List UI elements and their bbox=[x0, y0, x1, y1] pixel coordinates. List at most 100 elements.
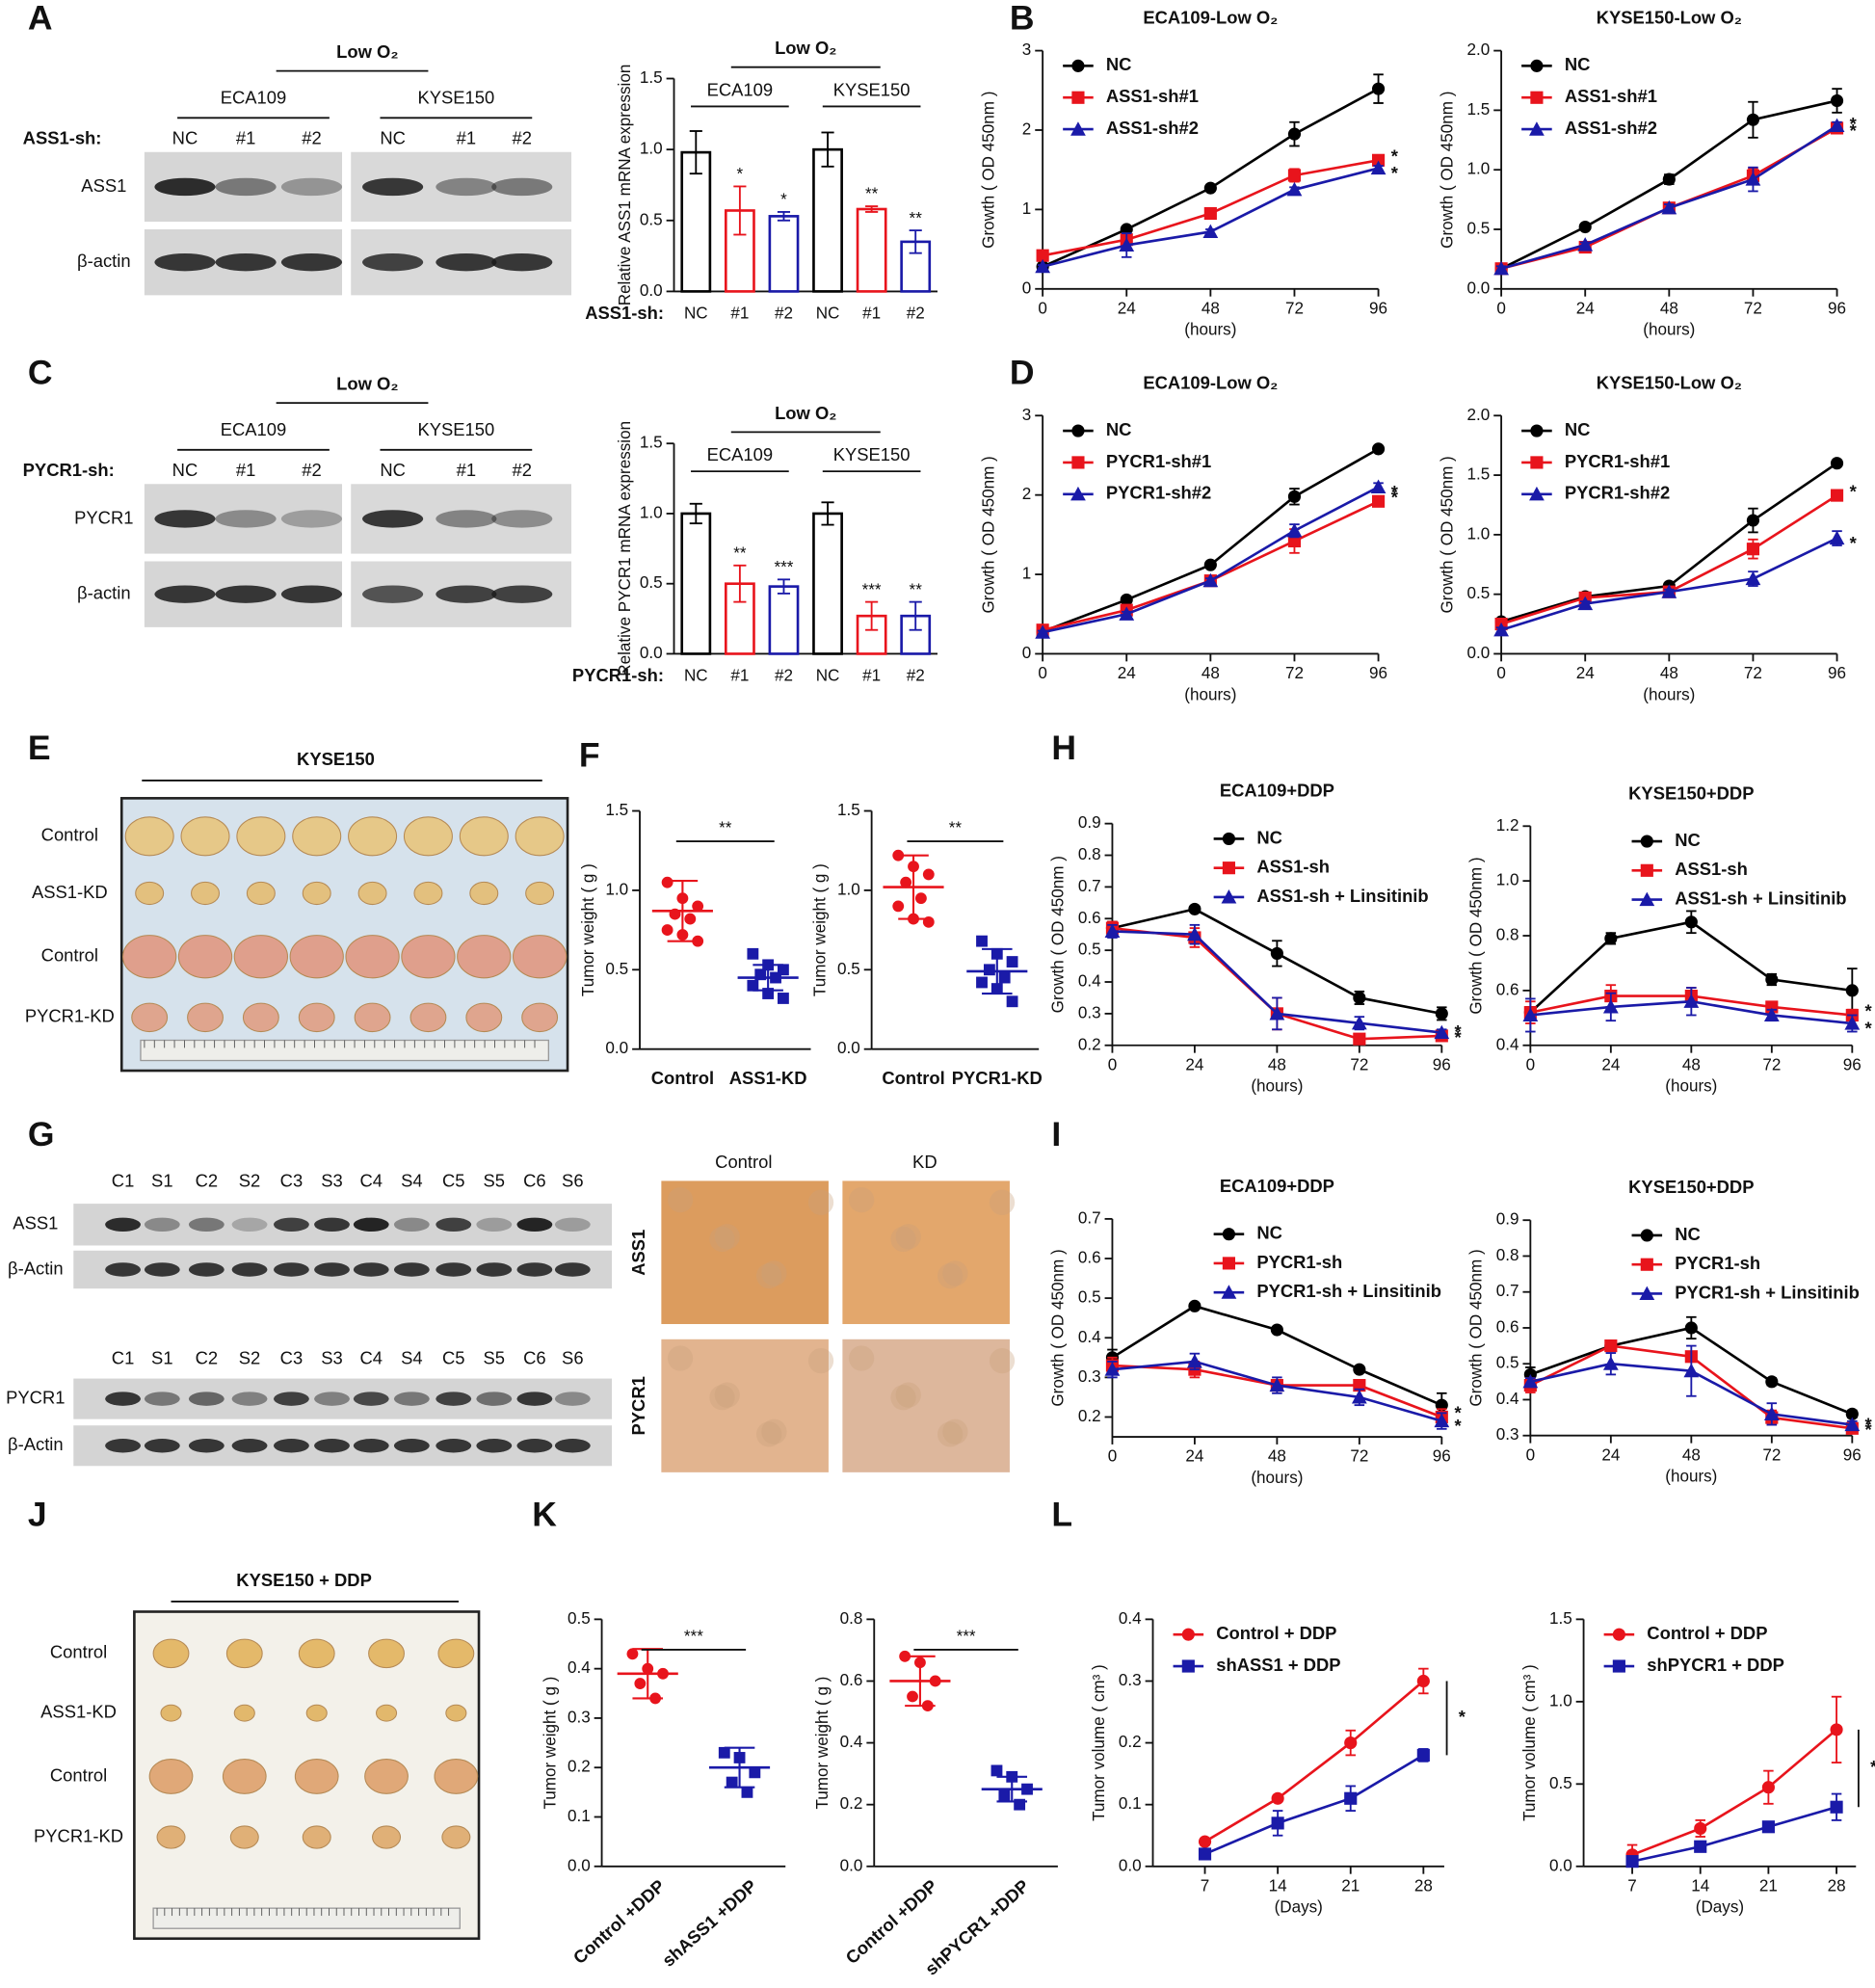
legend-label: NC bbox=[1675, 1224, 1701, 1244]
significance: * bbox=[1850, 481, 1858, 501]
y-tick-label: 0.9 bbox=[1078, 813, 1101, 832]
x-tick-label: #2 bbox=[775, 305, 793, 323]
tumor bbox=[375, 1704, 398, 1722]
ihc-texture bbox=[755, 1421, 782, 1447]
row-label: PYCR1 bbox=[6, 1387, 65, 1407]
x-tick-label: 24 bbox=[1576, 664, 1595, 682]
series-line bbox=[1042, 447, 1380, 633]
marker bbox=[1522, 1007, 1539, 1022]
legend-marker bbox=[1640, 1229, 1653, 1242]
legend-marker bbox=[1530, 424, 1544, 437]
lane-label: S3 bbox=[321, 1348, 343, 1368]
x-tick-label: 96 bbox=[1369, 664, 1387, 682]
lane-label: C1 bbox=[112, 1171, 135, 1191]
blot-band bbox=[231, 1392, 268, 1406]
marker bbox=[754, 968, 767, 981]
blot-band bbox=[105, 1262, 141, 1277]
row-label: Control bbox=[50, 1764, 107, 1785]
marker bbox=[1104, 1362, 1121, 1376]
row-label: PYCR1 bbox=[74, 507, 133, 527]
x-tick-label: 0 bbox=[1038, 299, 1047, 317]
marker bbox=[726, 1776, 738, 1789]
y-tick-label: 1.5 bbox=[1467, 100, 1491, 119]
marker bbox=[692, 900, 704, 913]
row-label: PYCR1-KD bbox=[25, 1006, 115, 1026]
blot-band bbox=[105, 1392, 141, 1406]
marker bbox=[1035, 258, 1051, 274]
marker bbox=[1829, 530, 1845, 545]
significance: * bbox=[1459, 1707, 1466, 1727]
y-tick-label: 0.6 bbox=[1496, 980, 1519, 998]
blot-band bbox=[436, 177, 497, 197]
blot-band bbox=[144, 1217, 180, 1233]
significance: * bbox=[780, 191, 787, 209]
tumor bbox=[187, 1002, 224, 1033]
lane-label: C2 bbox=[196, 1348, 219, 1368]
y-tick-label: 1.0 bbox=[1467, 524, 1491, 543]
y-tick-label: 0.0 bbox=[568, 1856, 591, 1874]
blot-band bbox=[554, 1392, 591, 1406]
x-tick-label: Control +DDP bbox=[569, 1875, 669, 1968]
panel-label: K bbox=[532, 1495, 557, 1533]
legend-marker bbox=[1221, 889, 1237, 904]
marker bbox=[1577, 237, 1594, 252]
marker bbox=[1604, 932, 1618, 945]
marker bbox=[1830, 1723, 1843, 1736]
x-tick-label: 96 bbox=[1433, 1447, 1451, 1466]
y-tick-label: 0.2 bbox=[840, 1794, 863, 1813]
column-label: Control bbox=[715, 1152, 772, 1172]
marker bbox=[1662, 172, 1676, 186]
y-tick-label: 0.8 bbox=[1496, 1246, 1519, 1264]
marker bbox=[1493, 622, 1509, 637]
y-tick-label: 0.4 bbox=[1078, 972, 1101, 991]
ihc-texture bbox=[989, 1189, 1016, 1215]
significance: * bbox=[1850, 114, 1858, 134]
legend-marker bbox=[1222, 1228, 1235, 1241]
x-tick-label: 24 bbox=[1185, 1055, 1203, 1074]
ihc-texture bbox=[714, 1382, 740, 1408]
tumor bbox=[131, 1002, 169, 1033]
significance: ** bbox=[733, 543, 747, 562]
blot-band bbox=[353, 1439, 389, 1453]
blot-band bbox=[280, 510, 343, 528]
blot-band bbox=[314, 1392, 350, 1406]
y-tick-label: 1.2 bbox=[1496, 816, 1519, 835]
tumor bbox=[222, 1759, 267, 1794]
x-tick-label: 72 bbox=[1744, 664, 1762, 682]
significance: * bbox=[1870, 1757, 1875, 1777]
blot-band bbox=[314, 1439, 350, 1453]
marker bbox=[1269, 1377, 1285, 1392]
tumor bbox=[445, 1704, 467, 1722]
group-label: ECA109 bbox=[707, 80, 774, 100]
y-tick-label: 0.3 bbox=[1078, 1367, 1101, 1386]
ihc-texture bbox=[890, 1385, 916, 1411]
lane-label: S5 bbox=[484, 1348, 506, 1368]
marker bbox=[1203, 558, 1217, 571]
group-label: ECA109 bbox=[221, 419, 287, 439]
ihc-texture bbox=[942, 1260, 968, 1286]
marker bbox=[1602, 1356, 1619, 1370]
x-tick-label: PYCR1-KD bbox=[952, 1068, 1043, 1088]
row-label: β-actin bbox=[77, 583, 131, 603]
marker bbox=[1763, 1406, 1780, 1420]
y-tick-label: 1.5 bbox=[640, 68, 663, 87]
x-tick-label: 48 bbox=[1202, 664, 1220, 682]
marker bbox=[747, 947, 759, 960]
lane-label: #1 bbox=[457, 460, 476, 480]
marker bbox=[1120, 593, 1133, 607]
x-axis-label: (hours) bbox=[1251, 1469, 1303, 1487]
marker bbox=[1829, 118, 1845, 133]
row-label: ASS1-KD bbox=[32, 882, 108, 902]
bar bbox=[812, 147, 843, 293]
x-tick-label: 96 bbox=[1369, 299, 1387, 317]
bar bbox=[680, 512, 712, 655]
marker bbox=[1845, 1407, 1859, 1420]
lane-label: C4 bbox=[360, 1348, 383, 1368]
legend-label: ASS1-sh + Linsitinib bbox=[1675, 888, 1846, 908]
series-line bbox=[1500, 493, 1838, 625]
blot-band bbox=[231, 1217, 268, 1233]
x-tick-label: 72 bbox=[1285, 664, 1304, 682]
x-tick-label: 0 bbox=[1526, 1445, 1535, 1464]
x-axis-label: (hours) bbox=[1184, 685, 1236, 703]
significance: * bbox=[1454, 1027, 1462, 1047]
